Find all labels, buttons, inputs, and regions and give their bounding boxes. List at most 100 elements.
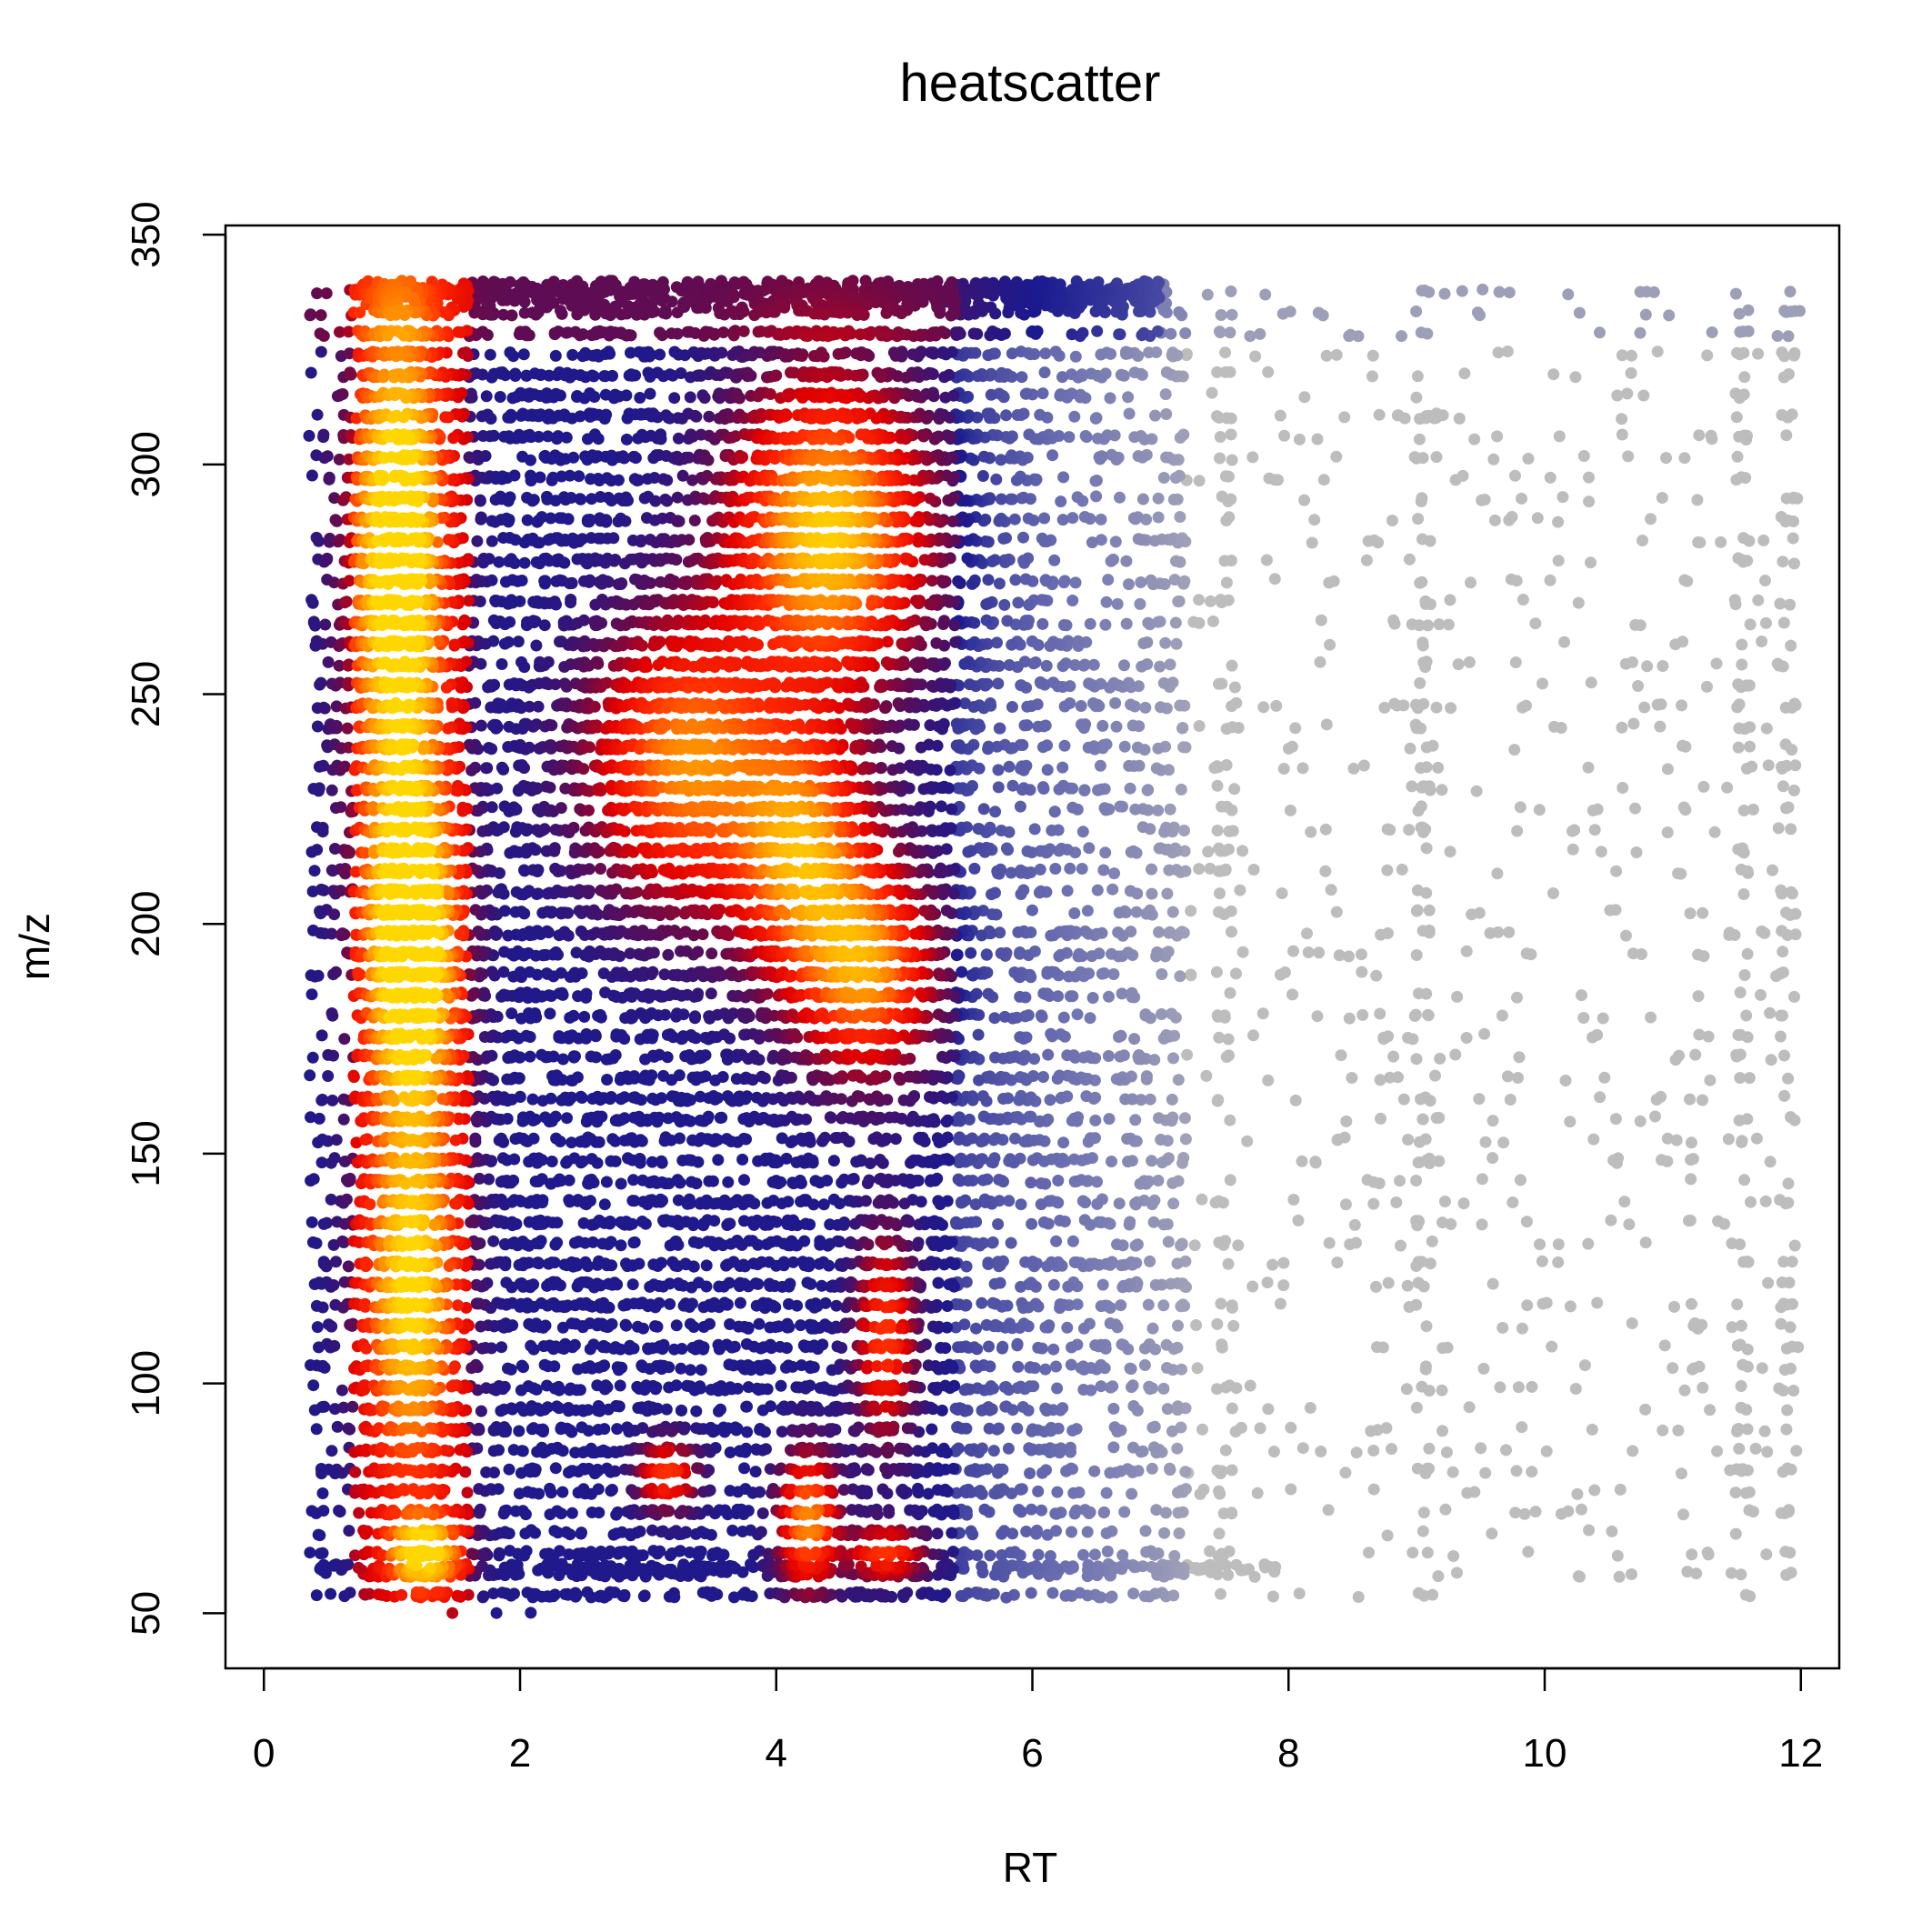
data-point (1274, 409, 1286, 422)
data-point (952, 575, 965, 587)
data-point (1444, 846, 1457, 858)
data-point (1410, 1401, 1423, 1414)
data-point (1410, 949, 1423, 961)
data-point (1287, 945, 1299, 957)
data-point (1157, 676, 1170, 689)
data-point (1676, 699, 1687, 712)
data-point (1079, 1504, 1091, 1517)
data-point (989, 1568, 1001, 1581)
data-point (1115, 1259, 1127, 1272)
data-point (1166, 1007, 1177, 1020)
data-point (1216, 490, 1228, 503)
data-point (1118, 1506, 1131, 1518)
data-point (1204, 1545, 1216, 1557)
data-point (1200, 1069, 1213, 1082)
data-point (1514, 801, 1527, 814)
data-point (1382, 1276, 1395, 1289)
data-point (1068, 1507, 1081, 1520)
data-point (502, 1362, 514, 1375)
data-point (550, 1132, 563, 1145)
data-point (1014, 800, 1026, 813)
data-point (1030, 1527, 1043, 1540)
data-point (538, 577, 551, 590)
data-point (1692, 536, 1705, 548)
data-point (1129, 1239, 1142, 1252)
data-point (1470, 785, 1483, 797)
data-point (1111, 597, 1124, 610)
data-point (1681, 1566, 1694, 1578)
data-point (1161, 887, 1174, 900)
data-point (1150, 1504, 1163, 1517)
data-point (1595, 846, 1607, 858)
data-point (1562, 288, 1575, 301)
data-point (1173, 1527, 1186, 1539)
data-point (613, 1364, 625, 1376)
data-point (1138, 1359, 1151, 1371)
data-point (1110, 305, 1123, 318)
data-point (1301, 927, 1313, 940)
data-point (1174, 699, 1186, 712)
data-point (1140, 907, 1153, 920)
data-point (1266, 1590, 1279, 1603)
data-point (1144, 1255, 1156, 1267)
data-point (976, 1090, 989, 1103)
data-point (1710, 657, 1723, 670)
data-point (1009, 1132, 1021, 1145)
data-point (310, 1589, 323, 1602)
data-point (1174, 432, 1186, 444)
data-point (1145, 574, 1157, 586)
data-point (1656, 1154, 1667, 1166)
data-point (1057, 1011, 1070, 1024)
data-point (1104, 1317, 1116, 1329)
data-point (556, 1053, 569, 1066)
data-point (1487, 1277, 1499, 1290)
data-point (1487, 453, 1500, 465)
data-point (1123, 578, 1135, 591)
data-point (671, 1174, 684, 1186)
data-point (1175, 1300, 1187, 1313)
data-point (1075, 1362, 1087, 1374)
data-point (786, 1214, 799, 1226)
data-point (582, 1131, 595, 1144)
data-point (1356, 966, 1368, 978)
data-point (1277, 1256, 1290, 1269)
data-point (1309, 1156, 1322, 1168)
data-point (1511, 991, 1523, 1004)
data-point (965, 946, 977, 959)
data-point (1175, 783, 1187, 796)
data-point (1035, 1009, 1047, 1022)
data-point (964, 678, 976, 691)
data-point (1777, 371, 1790, 384)
data-point (1412, 1276, 1425, 1289)
data-point (1026, 1425, 1038, 1437)
data-point (1733, 722, 1746, 735)
data-point (1153, 1112, 1165, 1125)
data-point (1193, 594, 1206, 606)
data-point (1412, 1587, 1425, 1599)
data-point (1063, 970, 1075, 983)
data-point (1512, 1381, 1525, 1394)
data-point (1438, 287, 1451, 300)
data-point (753, 1317, 766, 1330)
data-point (1575, 1503, 1587, 1516)
data-point (1086, 536, 1098, 549)
data-point (1742, 325, 1755, 337)
data-point (1214, 325, 1226, 338)
data-point (1778, 1364, 1791, 1376)
data-point (1115, 1299, 1127, 1312)
data-point (1262, 1403, 1275, 1416)
data-point (968, 862, 981, 875)
data-point (1647, 285, 1660, 298)
data-point (1150, 950, 1163, 963)
data-point (1201, 288, 1214, 301)
data-point (1087, 697, 1099, 709)
data-point (1146, 1462, 1158, 1475)
data-point (633, 1257, 646, 1270)
data-point (752, 1277, 765, 1290)
data-point (1211, 1317, 1224, 1330)
data-point (572, 1363, 585, 1376)
data-point (1706, 326, 1718, 338)
data-point (1158, 1527, 1171, 1539)
data-point (1104, 392, 1116, 405)
data-point (723, 1276, 736, 1289)
